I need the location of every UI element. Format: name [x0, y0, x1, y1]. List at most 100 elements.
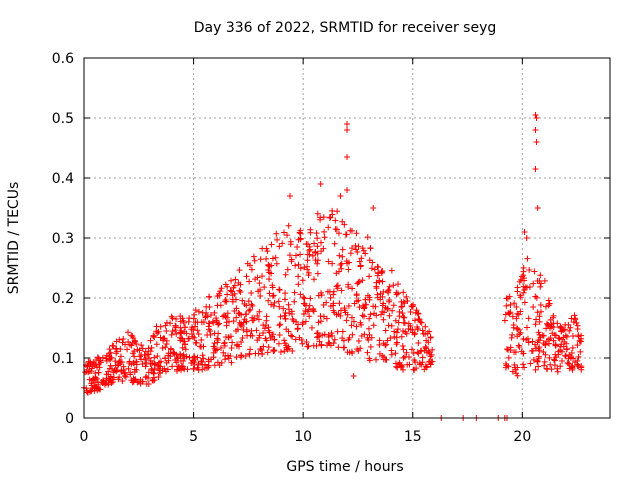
- data-point: [211, 309, 218, 316]
- data-point: [272, 254, 279, 261]
- data-point: [260, 343, 267, 350]
- data-point: [214, 346, 221, 353]
- data-point: [364, 334, 371, 341]
- data-point: [564, 360, 571, 367]
- data-point: [364, 349, 371, 356]
- data-point: [395, 319, 402, 326]
- data-point: [337, 312, 344, 319]
- data-point: [373, 285, 380, 292]
- y-axis-label: SRMTID / TECUs: [6, 182, 22, 295]
- data-point: [264, 248, 271, 255]
- data-point: [575, 353, 582, 360]
- data-point: [520, 272, 527, 279]
- data-point: [369, 259, 376, 266]
- data-point: [314, 270, 321, 277]
- data-point: [355, 243, 362, 250]
- data-point: [194, 327, 201, 334]
- data-point: [284, 232, 291, 239]
- data-point: [84, 363, 91, 370]
- data-point: [308, 324, 315, 331]
- data-point: [508, 334, 515, 341]
- data-point: [200, 343, 207, 350]
- data-point: [242, 311, 249, 318]
- data-point: [405, 354, 412, 361]
- data-point: [281, 312, 288, 319]
- data-point: [255, 350, 262, 357]
- data-point: [162, 368, 169, 375]
- data-point: [570, 319, 577, 326]
- data-point: [198, 358, 205, 365]
- data-point: [367, 311, 374, 318]
- data-point: [128, 342, 135, 349]
- data-point: [270, 303, 277, 310]
- data-point: [248, 290, 255, 297]
- data-point: [503, 346, 510, 353]
- data-point: [317, 181, 324, 187]
- data-point: [239, 297, 246, 304]
- data-point: [541, 277, 548, 284]
- data-point: [558, 348, 565, 355]
- data-point: [345, 283, 352, 290]
- data-point: [414, 310, 421, 317]
- data-point: [423, 337, 430, 344]
- data-point: [568, 350, 575, 357]
- data-point: [401, 320, 408, 327]
- data-point: [92, 374, 99, 381]
- data-point: [315, 333, 322, 340]
- data-point: [318, 292, 325, 299]
- data-point: [142, 355, 149, 362]
- data-point: [395, 281, 402, 288]
- x-tick-label: 20: [513, 429, 531, 445]
- data-point: [422, 363, 429, 370]
- data-point: [525, 315, 532, 322]
- data-point: [344, 154, 350, 160]
- data-point: [415, 340, 422, 347]
- data-point: [281, 337, 288, 344]
- data-point: [280, 305, 287, 312]
- data-point: [400, 298, 407, 305]
- data-point: [541, 358, 548, 365]
- data-point: [334, 208, 341, 215]
- data-point: [411, 357, 418, 364]
- data-point: [388, 267, 395, 274]
- data-point: [279, 240, 286, 247]
- data-point: [551, 332, 558, 339]
- data-point: [517, 308, 524, 315]
- data-point: [311, 240, 318, 247]
- data-point: [233, 327, 240, 334]
- data-point: [170, 349, 177, 356]
- data-point: [138, 342, 145, 349]
- data-point: [400, 289, 407, 296]
- data-point: [413, 365, 420, 372]
- data-point: [378, 269, 385, 276]
- data-point: [163, 319, 170, 326]
- data-point: [393, 329, 400, 336]
- data-point: [94, 354, 101, 361]
- data-point: [301, 264, 308, 271]
- data-point: [571, 315, 578, 322]
- data-point: [211, 340, 218, 347]
- data-point: [413, 307, 420, 314]
- data-point: [141, 351, 148, 358]
- data-point: [546, 300, 553, 307]
- data-point: [519, 273, 526, 280]
- data-point: [356, 278, 363, 285]
- data-point: [260, 330, 267, 337]
- y-tick-label: 0: [65, 411, 74, 427]
- data-point: [189, 333, 196, 340]
- data-point: [409, 329, 416, 336]
- data-point: [183, 353, 190, 360]
- data-point: [249, 332, 256, 339]
- data-point: [159, 367, 166, 374]
- data-point: [327, 214, 334, 221]
- data-point: [306, 243, 313, 250]
- data-point: [189, 324, 196, 331]
- data-point: [297, 227, 304, 234]
- data-point: [531, 268, 538, 275]
- data-point: [410, 350, 417, 357]
- data-point: [239, 335, 246, 342]
- data-point: [338, 260, 345, 267]
- data-point: [517, 276, 524, 283]
- data-point: [135, 378, 142, 385]
- data-point: [505, 346, 512, 353]
